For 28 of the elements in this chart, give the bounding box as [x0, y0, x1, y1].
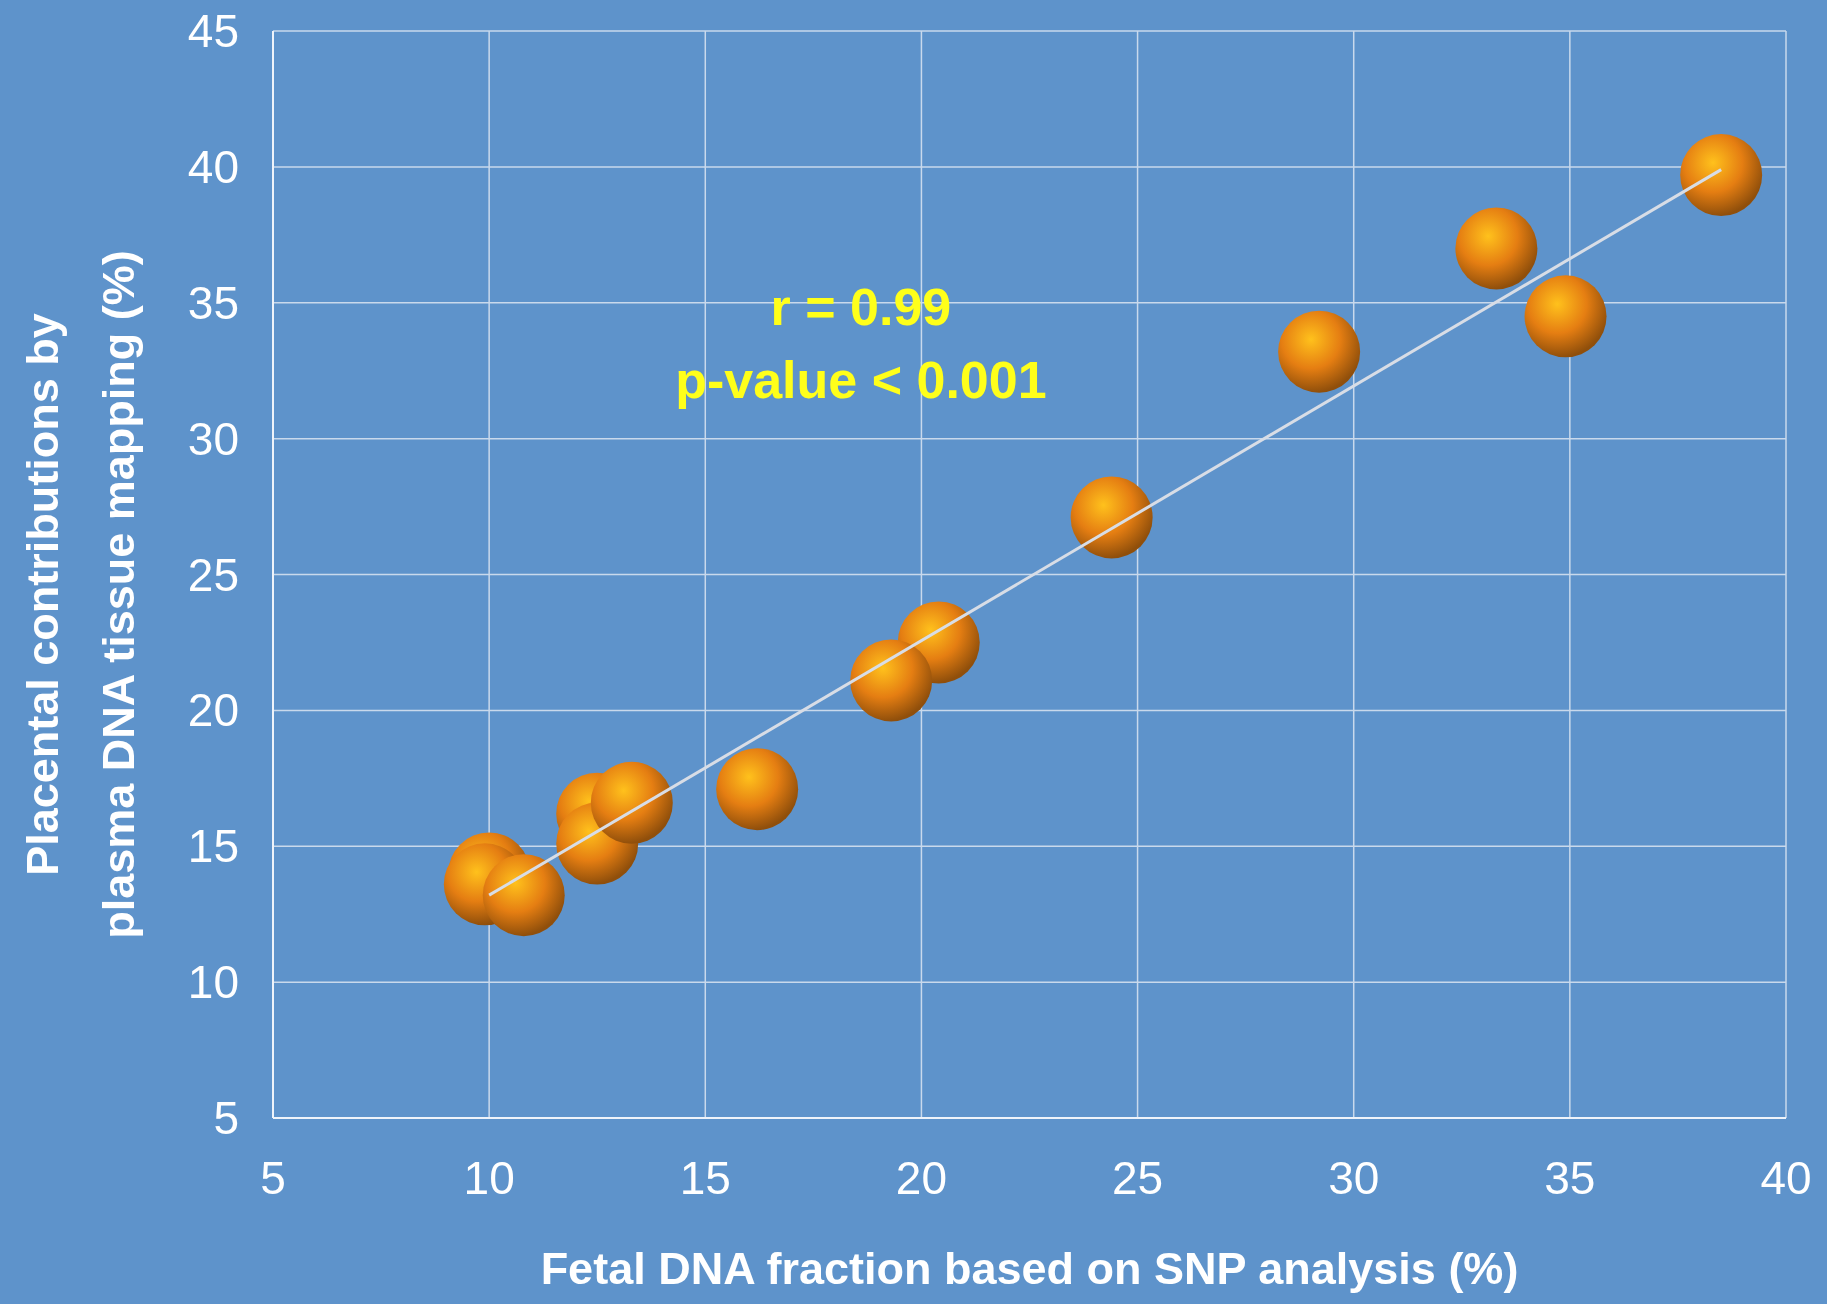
x-tick-label: 30: [1328, 1152, 1380, 1204]
x-tick-label: 10: [463, 1152, 515, 1204]
x-tick-label: 20: [895, 1152, 948, 1204]
x-tick-label: 5: [260, 1152, 286, 1204]
point: [1455, 207, 1538, 290]
y-tick-label: 10: [187, 956, 239, 1009]
y-tick-label: 5: [213, 1092, 239, 1145]
y-tick-label: 35: [187, 276, 239, 329]
y-tick-label: 45: [187, 5, 239, 58]
point: [1070, 476, 1153, 559]
point: [482, 854, 565, 937]
point: [1278, 310, 1361, 393]
y-tick-label: 30: [187, 412, 239, 465]
x-tick-label: 40: [1760, 1152, 1812, 1204]
x-tick-label: 15: [679, 1152, 731, 1204]
x-tick-label: 25: [1111, 1152, 1164, 1204]
y-tick-label: 20: [187, 684, 239, 737]
point: [590, 761, 673, 844]
point: [1524, 275, 1607, 358]
y-tick-label: 40: [187, 140, 239, 193]
x-axis-title: Fetal DNA fraction based on SNP analysis (%): [540, 1243, 1519, 1294]
y-axis-title: Placental contributions by plasma DNA tissue mapping (%): [17, 250, 144, 939]
point: [716, 748, 799, 831]
y-tick-label: 15: [187, 820, 239, 873]
y-tick-label: 25: [187, 548, 239, 601]
point: [1680, 134, 1763, 217]
x-tick-label: 35: [1544, 1152, 1596, 1204]
point: [850, 639, 933, 722]
